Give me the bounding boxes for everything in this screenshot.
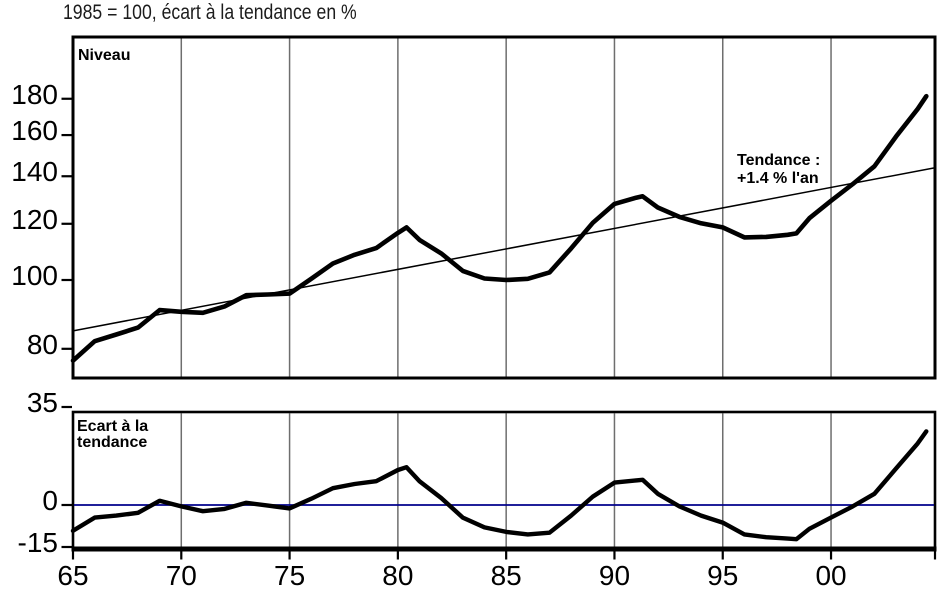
- trend-annotation-line1: Tendance :: [737, 152, 820, 169]
- y-tick-label-top-180: 180: [11, 79, 58, 110]
- niveau-curve: [70, 93, 929, 363]
- x-tick-label-1985: 85: [491, 560, 522, 591]
- y-tick-label-top-140: 140: [11, 156, 58, 187]
- y-tick-label-top-160: 160: [11, 115, 58, 146]
- panel-label-ecart-line1: Ecart à la: [77, 418, 148, 435]
- y-tick-label-top-100: 100: [11, 260, 58, 291]
- x-tick-label-1990: 90: [599, 560, 630, 591]
- y-tick-label-bottom--15: -15: [18, 527, 58, 558]
- x-tick-label-1975: 75: [274, 560, 305, 591]
- trend-annotation-line2: +1.4 % l'an: [737, 170, 819, 187]
- chart-title: 1985 = 100, écart à la tendance en %: [63, 1, 357, 24]
- x-tick-label-1980: 80: [382, 560, 413, 591]
- y-tick-label-top-120: 120: [11, 204, 58, 235]
- x-tick-label-1965: 65: [57, 560, 88, 591]
- y-tick-label-bottom-35: 35: [27, 387, 58, 418]
- trend-line: [72, 167, 936, 332]
- x-tick-label-1995: 95: [707, 560, 738, 591]
- panel-label-niveau: Niveau: [78, 47, 130, 64]
- top-panel-frame: [71, 35, 937, 380]
- ecart-curve: [70, 429, 929, 542]
- panel-label-ecart-line2: tendance: [77, 434, 147, 451]
- x-tick-label-2000: 00: [815, 560, 846, 591]
- y-tick-label-top-80: 80: [27, 329, 58, 360]
- y-tick-label-bottom-0: 0: [42, 485, 58, 516]
- x-tick-label-1970: 70: [166, 560, 197, 591]
